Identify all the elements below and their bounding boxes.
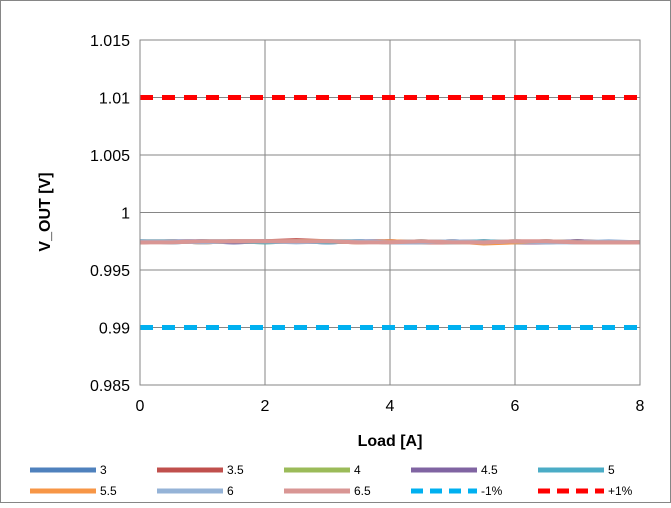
series-lines: [139, 95, 641, 330]
y-tick-label: 0.99: [99, 321, 130, 338]
x-tick-label: 2: [261, 398, 270, 415]
y-tick-label: 1.015: [90, 33, 130, 50]
legend-label: 3.5: [227, 463, 244, 477]
y-tick-label: 1.005: [90, 148, 130, 165]
y-tick-label: 1.01: [99, 91, 130, 108]
y-axis-title: V_OUT [V]: [37, 172, 54, 251]
x-tick-label: 8: [636, 398, 645, 415]
legend-label: 5.5: [100, 484, 117, 498]
plot-area-border: [139, 39, 641, 386]
y-tick-label: 0.995: [90, 263, 130, 280]
legend-label: 6.5: [354, 484, 371, 498]
y-tick-label: 1: [121, 206, 130, 223]
axes: 0 2 4 6 8 0.985 0.99 0.995 1 1.005 1.01 1.015: [90, 33, 645, 415]
legend-label: 3: [100, 463, 107, 477]
legend-label: +1%: [608, 484, 633, 498]
legend-label: 6: [227, 484, 234, 498]
legend: 3 3.5 4 4.5 5 5.5 6 6.5 -1% +1%: [30, 463, 633, 498]
x-tick-label: 6: [511, 398, 520, 415]
legend-label: 4.5: [481, 463, 498, 477]
x-tick-label: 0: [136, 398, 145, 415]
legend-label: 5: [608, 463, 615, 477]
x-tick-label: 4: [386, 398, 395, 415]
legend-label: 4: [354, 463, 361, 477]
legend-label: -1%: [481, 484, 503, 498]
x-axis-title: Load [A]: [358, 433, 423, 450]
y-tick-label: 0.985: [90, 378, 130, 395]
series-line-7: [140, 239, 640, 245]
